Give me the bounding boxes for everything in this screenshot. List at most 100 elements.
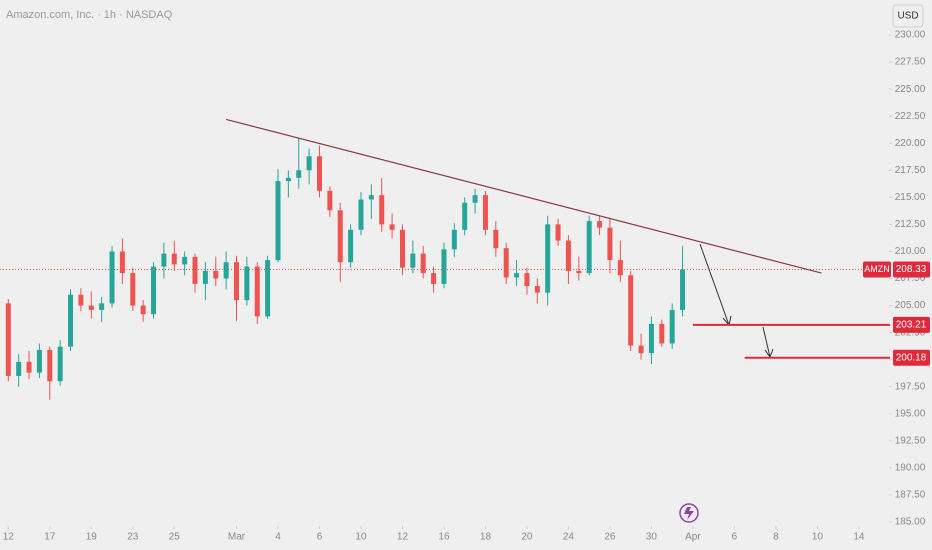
x-tick-label: 19: [86, 532, 98, 543]
candle-body: [451, 229, 457, 250]
y-tick-label: 220.00: [895, 138, 926, 149]
logo-icon[interactable]: [679, 503, 699, 523]
y-tick-label: 225.00: [895, 84, 926, 95]
y-tick-label: 205.00: [895, 300, 926, 311]
candle-body: [202, 270, 208, 284]
candle-body: [68, 294, 74, 347]
candle-body: [389, 224, 395, 230]
y-tick-label: 230.00: [895, 30, 926, 41]
candle-body: [192, 256, 198, 284]
candle-body: [555, 224, 561, 241]
candle-body: [265, 260, 271, 317]
x-tick-label: 18: [480, 532, 492, 543]
trendline: [225, 118, 822, 274]
candle-body: [399, 229, 405, 268]
candle-body: [296, 170, 302, 178]
last-price-label: 208.33: [896, 264, 927, 275]
candle-body: [565, 240, 571, 271]
x-tick-label: 14: [853, 532, 865, 543]
symbol-tag: [863, 261, 891, 278]
x-tick-label: 12: [397, 532, 409, 543]
x-tick-label: 4: [275, 532, 281, 543]
candle-body: [316, 156, 322, 191]
candle-body: [88, 305, 94, 310]
y-tick-label: 227.50: [895, 57, 926, 68]
candle-body: [431, 273, 437, 284]
candle-body: [628, 275, 634, 346]
y-tick-label: 190.00: [895, 463, 926, 474]
candle-body: [597, 221, 603, 228]
candle-body: [223, 262, 229, 279]
candle-body: [586, 221, 592, 274]
y-tick-label: 210.00: [895, 246, 926, 257]
y-tick-label: 187.50: [895, 490, 926, 501]
candle-body: [78, 294, 84, 306]
candle-body: [420, 253, 426, 274]
candle-body: [659, 323, 665, 344]
candle-body: [379, 195, 385, 225]
y-tick-label: 197.50: [895, 381, 926, 392]
candle-body: [514, 273, 520, 278]
y-tick-label: 217.50: [895, 165, 926, 176]
x-tick-label: 16: [438, 532, 450, 543]
candle-body: [482, 195, 488, 230]
candle-body: [669, 309, 675, 344]
x-tick-label: 10: [812, 532, 824, 543]
candle-body: [368, 195, 374, 200]
x-tick-label: 25: [169, 532, 181, 543]
candle-body: [254, 266, 260, 317]
chart-title: Amazon.com, Inc. · 1h · NASDAQ: [6, 9, 173, 21]
candle-body: [503, 248, 509, 278]
candle-body: [524, 273, 530, 287]
candle-body: [534, 286, 540, 293]
x-tick-label: 6: [317, 532, 323, 543]
x-tick-label: 20: [521, 532, 533, 543]
x-tick-label: 24: [563, 532, 575, 543]
candle-body: [275, 181, 281, 261]
candle-body: [119, 251, 125, 274]
candle-body: [171, 253, 177, 265]
candle-body: [234, 262, 240, 301]
candle-body: [348, 229, 354, 263]
candle-body: [57, 346, 63, 382]
candle-body: [545, 224, 551, 293]
candle-body: [493, 229, 499, 249]
level-tag: [893, 349, 930, 366]
candle-body: [327, 190, 333, 211]
candle-body: [337, 210, 343, 263]
x-tick-label: 23: [127, 532, 139, 543]
candle-body: [576, 270, 582, 274]
x-tick-label: Mar: [228, 532, 246, 543]
y-tick-label: 195.00: [895, 408, 926, 419]
candle-body: [213, 270, 219, 279]
x-tick-label: 26: [604, 532, 616, 543]
candle-body: [26, 361, 32, 373]
currency[interactable]: USD: [897, 11, 918, 22]
candle-body: [36, 349, 42, 373]
y-tick-label: 192.50: [895, 435, 926, 446]
y-tick-label: 212.50: [895, 219, 926, 230]
y-tick-label: 207.50: [895, 273, 926, 284]
y-tick-label: 222.50: [895, 111, 926, 122]
x-tick-label: 30: [646, 532, 658, 543]
currency-box[interactable]: [892, 4, 924, 28]
candle-body: [182, 256, 188, 265]
symbol-label: AMZN: [864, 264, 890, 274]
candle-body: [607, 227, 613, 261]
candle-body: [441, 249, 447, 284]
candle-body: [161, 253, 167, 267]
candle-body: [358, 199, 364, 230]
candle-body: [5, 303, 11, 376]
last-price-tag: [893, 261, 930, 278]
x-tick-label: 17: [44, 532, 56, 543]
candle-body: [410, 253, 416, 268]
candle-body: [109, 251, 115, 304]
candle-body: [151, 266, 157, 315]
x-tick-label: 10: [355, 532, 367, 543]
candle-body: [47, 349, 53, 382]
candle-body: [130, 273, 136, 306]
x-tick-label: Apr: [685, 532, 701, 543]
candle-body: [617, 260, 623, 276]
